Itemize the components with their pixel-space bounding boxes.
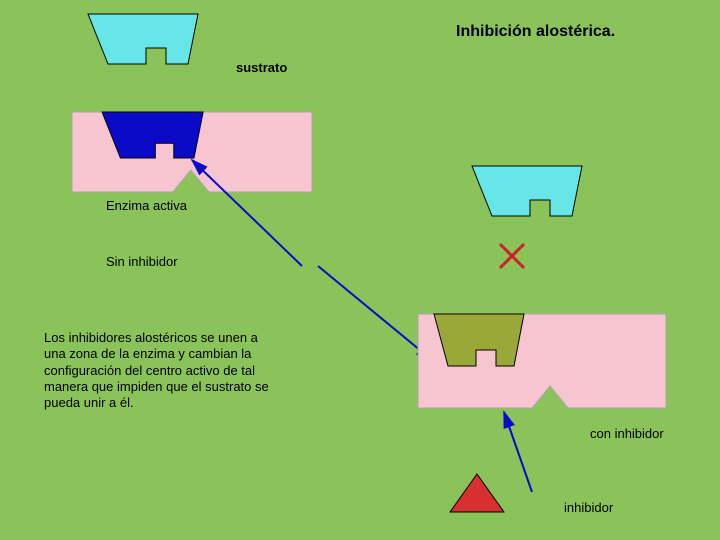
substrate-shape-blocked: [472, 166, 592, 226]
diagram-stage: Inhibición alostérica. Enzima activa sus…: [0, 0, 720, 540]
with-inhibitor-label: con inhibidor: [590, 426, 664, 442]
blocked-x-icon: [498, 242, 526, 270]
triangle-polygon: [450, 474, 504, 512]
inhibitor-label: inhibidor: [564, 500, 613, 516]
arrow-to-enzyme: [192, 160, 302, 266]
inhibitor-shape: [434, 314, 544, 376]
arrow-inhibitor: [504, 412, 532, 492]
arrow-to-inhibited: [318, 266, 432, 360]
arrows-layer: [0, 0, 720, 540]
inhibitor-triangle-icon: [450, 474, 504, 512]
inhibitor-polygon: [434, 314, 524, 366]
substrate-polygon-blocked: [472, 166, 582, 216]
